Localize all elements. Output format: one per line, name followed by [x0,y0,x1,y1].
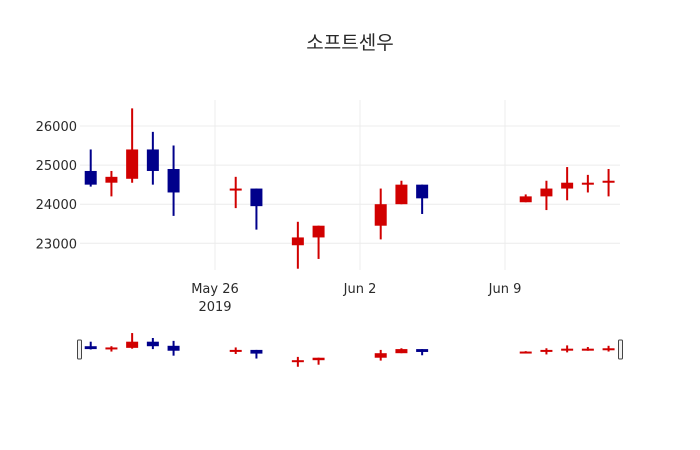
x-axis: May 26 2019 Jun 2 Jun 9 [191,282,521,315]
candle-body [416,184,429,199]
range-slider-left-handle[interactable] [77,339,82,360]
slider-candle [312,357,325,365]
slider-candle [540,348,553,355]
slider-candle [146,337,159,350]
slider-candle [167,340,180,356]
slider-candle [395,348,408,354]
slider-candle [291,356,304,367]
y-axis: 23000 24000 25000 26000 [36,120,77,252]
candle-2019-06-05[interactable] [416,184,429,214]
slider-candle [105,346,118,352]
candle-2019-06-03[interactable] [374,188,387,240]
candle-body [395,184,408,205]
candle-body [105,176,118,183]
slider-candle [84,341,97,350]
candle-body [84,170,97,185]
slider-candle [581,347,594,351]
slider-candle [229,347,242,355]
slider-candle [250,349,263,359]
x-tick-year-label: 2019 [198,300,231,315]
y-tick-label: 25000 [36,159,77,174]
candle-body [312,225,325,238]
chart-title: 소프트센우 [306,32,394,54]
y-tick-label: 23000 [36,237,77,252]
candle-body [250,188,263,207]
candle-body [561,182,574,189]
candle-body [126,149,139,179]
candle-body [167,169,180,193]
candle-2019-06-11[interactable] [540,180,553,211]
range-slider[interactable] [77,333,623,367]
candle-2019-05-23[interactable] [146,131,159,185]
candle-body [519,196,532,203]
slider-candle [602,345,615,352]
y-tick-label: 24000 [36,198,77,213]
candle-body [374,204,387,226]
slider-candle [416,349,429,356]
candle-2019-05-24[interactable] [167,145,180,216]
gridlines [80,100,620,270]
candle-2019-05-20[interactable] [84,149,97,187]
candle-body [229,188,242,191]
candle-body [146,149,159,171]
slider-candle [126,333,139,349]
candle-2019-06-04[interactable] [395,180,408,205]
range-slider-right-handle[interactable] [618,339,623,360]
candle-2019-06-10[interactable] [519,194,532,203]
x-tick-label: Jun 9 [488,282,522,297]
candle-body [602,180,615,183]
x-tick-label: May 26 [191,282,239,297]
candle-2019-05-21[interactable] [105,170,118,197]
slider-candle [561,345,574,353]
candle-2019-05-30[interactable] [291,221,304,269]
slider-candle [374,349,387,361]
candle-body [581,182,594,185]
candle-2019-06-14[interactable] [602,169,615,197]
slider-candle [519,351,532,354]
range-slider-candles [84,333,615,367]
candle-2019-05-31[interactable] [312,225,325,259]
candle-2019-05-22[interactable] [126,108,139,183]
candle-2019-05-27[interactable] [229,176,242,209]
candle-body [291,237,304,246]
x-tick-label: Jun 2 [343,282,377,297]
y-tick-label: 26000 [36,120,77,135]
main-plot-candles[interactable] [84,108,615,269]
candle-2019-06-13[interactable] [581,174,594,193]
candle-2019-06-12[interactable] [561,167,574,201]
candle-body [540,188,553,197]
candle-2019-05-28[interactable] [250,188,263,230]
